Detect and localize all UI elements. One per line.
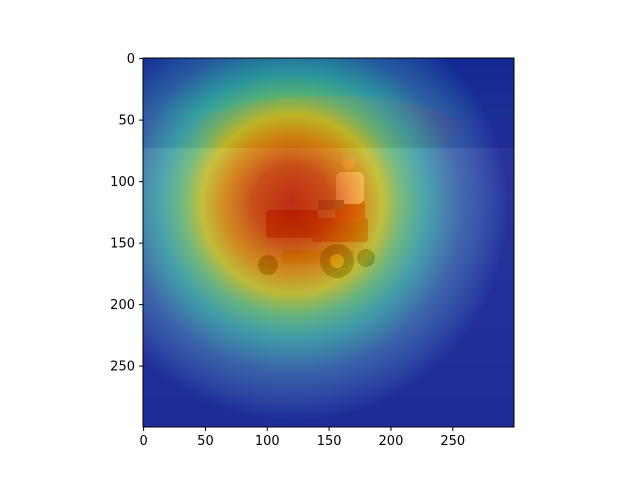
x-tick-label: 150 [317, 434, 342, 449]
x-tick-label: 100 [255, 434, 280, 449]
plot-area [143, 58, 514, 427]
y-tick-label: 150 [110, 237, 135, 252]
y-tick-label: 200 [110, 298, 135, 313]
y-tick-label: 100 [110, 175, 135, 190]
axes-frame [142, 57, 515, 428]
x-tick-label: 200 [379, 434, 404, 449]
x-tick-label: 0 [139, 434, 147, 449]
y-tick-label: 0 [127, 52, 135, 67]
x-axis: 0 50 100 150 200 250 [139, 427, 465, 449]
y-tick-label: 250 [110, 360, 135, 375]
x-tick-label: 50 [197, 434, 214, 449]
y-tick-label: 50 [118, 114, 135, 129]
heatmap-overlay [143, 58, 514, 427]
x-tick-label: 250 [440, 434, 465, 449]
y-axis: 0 50 100 150 200 250 [110, 52, 143, 375]
